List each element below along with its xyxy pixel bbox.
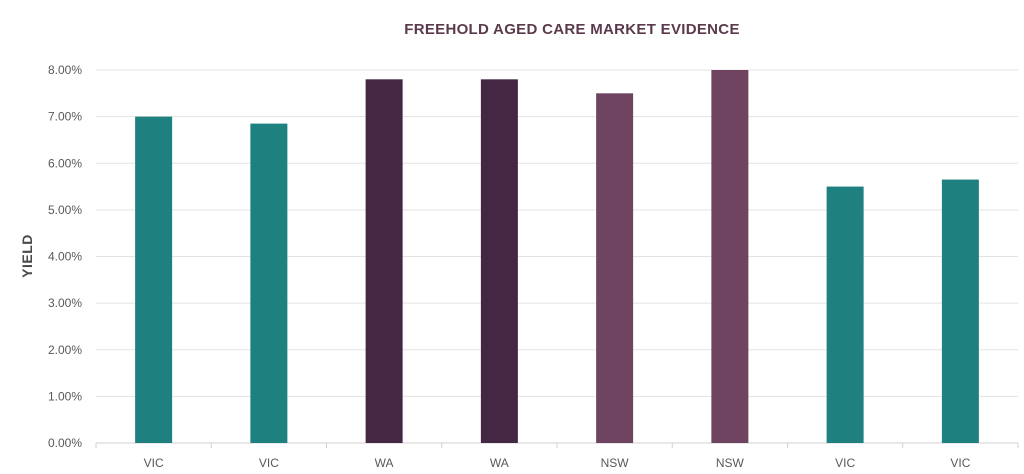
x-tick-label: NSW — [716, 456, 745, 470]
y-tick-label: 7.00% — [48, 110, 82, 124]
bar-4 — [480, 79, 518, 443]
y-tick-label: 3.00% — [48, 296, 82, 310]
bar-3 — [365, 79, 403, 443]
y-tick-label: 8.00% — [48, 63, 82, 77]
x-tick-label: WA — [375, 456, 394, 470]
gridlines — [96, 69, 1018, 444]
bar-7 — [826, 186, 864, 443]
y-tick-label: 4.00% — [48, 250, 82, 264]
y-axis-label: YIELD — [19, 234, 35, 278]
bar-2 — [250, 123, 288, 444]
chart-title: FREEHOLD AGED CARE MARKET EVIDENCE — [404, 21, 740, 38]
x-axis-ticks: VIC VIC WA WA NSW NSW VIC VIC — [95, 443, 1019, 470]
x-tick-label: VIC — [259, 456, 279, 470]
x-tick-label: VIC — [950, 456, 970, 470]
bar-5 — [596, 93, 634, 443]
y-axis-ticks: 0.00% 1.00% 2.00% 3.00% 4.00% 5.00% 6.00% 7.00%… — [48, 63, 82, 450]
y-tick-label: 6.00% — [48, 156, 82, 170]
x-tick-label: VIC — [835, 456, 855, 470]
bar-8 — [941, 179, 979, 443]
x-tick-label: NSW — [601, 456, 630, 470]
y-tick-label: 5.00% — [48, 203, 82, 217]
x-tick-label: VIC — [144, 456, 164, 470]
y-tick-label: 2.00% — [48, 343, 82, 357]
bar-6 — [711, 70, 749, 443]
bars — [135, 70, 979, 444]
x-tick-label: WA — [490, 456, 509, 470]
bar-1 — [135, 116, 173, 443]
y-tick-label: 1.00% — [48, 389, 82, 403]
y-tick-label: 0.00% — [48, 436, 82, 450]
